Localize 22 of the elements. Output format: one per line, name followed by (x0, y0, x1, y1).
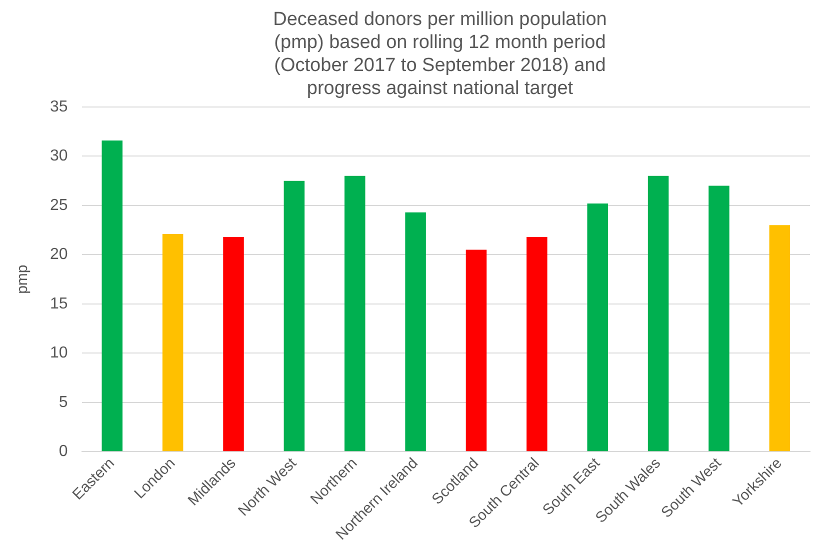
bar (344, 176, 366, 452)
bar (648, 176, 669, 452)
bar (769, 225, 790, 452)
bar (102, 140, 123, 452)
bar (162, 234, 184, 452)
bar (587, 203, 608, 452)
chart-title: Deceased donors per million population (pmp) based on rolling 12 month period (October 2017 to September 2018) and progress against national target (272, 8, 608, 100)
y-tick-label: 10 (50, 344, 68, 362)
bar (405, 212, 426, 452)
y-tick-label: 30 (50, 148, 68, 165)
y-tick-label: 25 (50, 196, 68, 214)
y-tick-label: 35 (50, 98, 68, 116)
y-tick-label: 15 (50, 295, 68, 312)
y-tick-label: 5 (58, 394, 68, 411)
bar (466, 250, 487, 452)
bar (223, 236, 244, 452)
bar (284, 180, 305, 452)
bar (708, 186, 730, 452)
bar (526, 236, 548, 452)
y-axis-title: pmp (14, 264, 32, 294)
y-tick-label: 0 (58, 443, 68, 460)
y-tick-label: 20 (50, 246, 68, 264)
